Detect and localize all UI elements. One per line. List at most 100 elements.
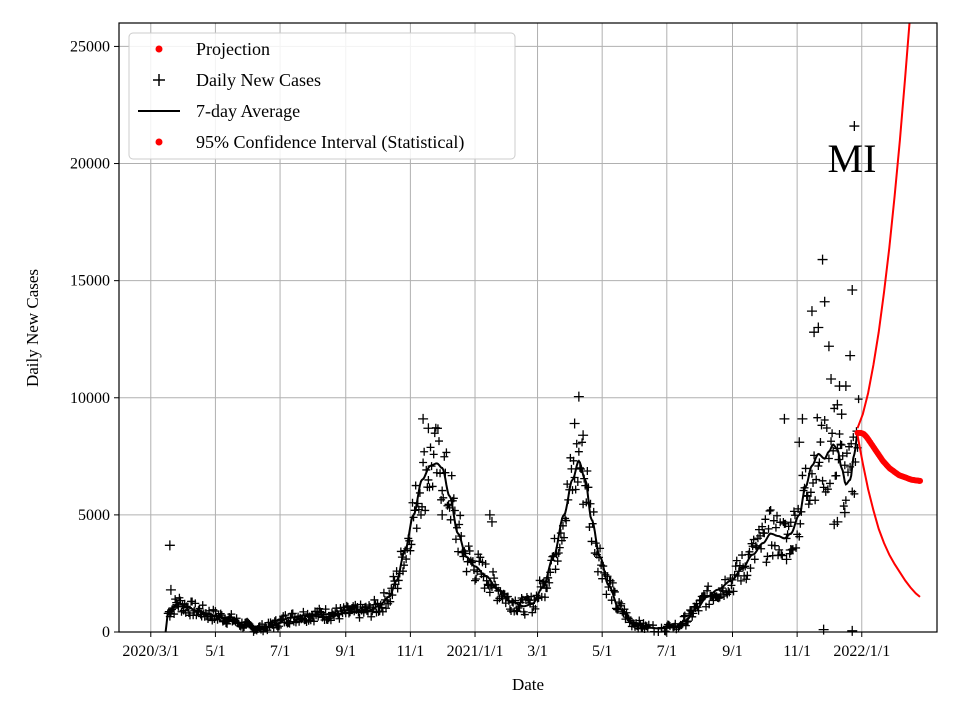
- daily-case-marker: [489, 567, 498, 576]
- daily-case-marker: [771, 523, 780, 532]
- x-tick-label: 2022/1/1: [833, 643, 890, 660]
- daily-case-marker: [484, 509, 495, 520]
- daily-case-marker: [839, 502, 848, 511]
- x-tick-label: 2020/3/1: [122, 643, 179, 660]
- daily-case-marker: [837, 441, 846, 450]
- daily-case-marker: [531, 604, 540, 613]
- y-tick-label: 15000: [70, 273, 110, 290]
- daily-case-marker: [423, 423, 434, 434]
- legend-marker-plus: [153, 74, 165, 86]
- x-tick-label: 9/1: [722, 643, 742, 660]
- daily-case-marker: [571, 485, 580, 494]
- daily-case-marker: [750, 555, 759, 564]
- daily-case-marker: [775, 545, 784, 554]
- daily-case-marker: [434, 437, 443, 446]
- daily-case-marker: [439, 493, 448, 502]
- x-tick-label: 5/1: [592, 643, 612, 660]
- daily-case-marker: [389, 572, 398, 581]
- daily-case-marker: [751, 541, 760, 550]
- daily-case-marker: [815, 458, 824, 467]
- daily-case-marker: [806, 306, 817, 317]
- daily-case-marker: [729, 587, 738, 596]
- daily-case-marker: [847, 625, 858, 636]
- daily-case-marker: [430, 429, 439, 438]
- daily-case-marker: [569, 418, 580, 429]
- daily-case-marker: [813, 413, 822, 422]
- daily-case-marker: [442, 448, 451, 457]
- daily-case-marker: [321, 605, 330, 614]
- daily-case-marker: [845, 350, 856, 361]
- x-tick-label: 2021/1/1: [447, 643, 504, 660]
- daily-case-marker: [784, 522, 793, 531]
- daily-case-marker: [569, 456, 578, 465]
- daily-case-marker: [482, 576, 491, 585]
- daily-case-marker: [817, 254, 828, 265]
- daily-case-marker: [408, 498, 417, 507]
- daily-case-marker: [779, 413, 790, 424]
- daily-case-marker: [556, 529, 565, 538]
- daily-case-marker: [608, 578, 617, 587]
- daily-case-marker: [801, 464, 810, 473]
- daily-case-marker: [795, 532, 804, 541]
- daily-case-marker: [789, 507, 798, 516]
- daily-case-marker: [836, 409, 847, 420]
- daily-case-marker: [818, 476, 827, 485]
- daily-case-marker: [429, 450, 438, 459]
- daily-case-marker: [578, 430, 589, 441]
- daily-case-marker: [681, 621, 690, 630]
- legend-label: Projection: [196, 39, 270, 59]
- daily-case-marker: [421, 506, 430, 515]
- x-tick-label: 7/1: [657, 643, 677, 660]
- x-tick-label: 5/1: [205, 643, 225, 660]
- daily-case-marker: [841, 496, 850, 505]
- x-tick-label: 11/1: [396, 643, 424, 660]
- x-tick-label: 3/1: [527, 643, 547, 660]
- daily-case-marker: [517, 594, 526, 603]
- daily-case-marker: [446, 515, 455, 524]
- daily-case-marker: [586, 499, 595, 508]
- daily-case-marker: [745, 547, 754, 556]
- plot-frame: [118, 22, 938, 633]
- daily-case-marker: [438, 486, 447, 495]
- y-tick-label: 25000: [70, 38, 110, 55]
- daily-case-marker: [798, 471, 807, 480]
- daily-case-marker: [472, 574, 481, 583]
- daily-case-marker: [407, 540, 416, 549]
- daily-case-marker: [191, 599, 200, 608]
- x-axis: 2020/3/1 5/1 7/1 9/1 11/1 2021/1/1 3/1 5/1 7/1 9/…: [122, 632, 890, 660]
- daily-case-marker: [725, 588, 734, 597]
- daily-case-marker: [379, 588, 388, 597]
- daily-case-marker: [471, 576, 480, 585]
- daily-case-marker: [174, 602, 183, 611]
- daily-case-marker: [746, 564, 755, 573]
- daily-case-marker: [819, 483, 828, 492]
- daily-case-marker: [416, 510, 425, 519]
- daily-case-marker: [584, 483, 593, 492]
- daily-case-marker: [832, 399, 843, 410]
- daily-case-marker: [617, 599, 626, 608]
- daily-case-marker: [777, 550, 786, 559]
- daily-case-marker: [822, 423, 831, 432]
- daily-case-marker: [736, 576, 745, 585]
- x-tick-label: 9/1: [336, 643, 356, 660]
- daily-case-marker: [572, 439, 581, 448]
- legend-marker-dot: [155, 138, 163, 146]
- daily-case-marker: [574, 447, 583, 456]
- x-tick-label: 7/1: [270, 643, 290, 660]
- daily-case-marker: [781, 554, 792, 565]
- daily-case-marker: [418, 413, 429, 424]
- legend-marker-dot: [155, 45, 163, 53]
- daily-case-marker: [721, 575, 730, 584]
- daily-case-marker: [812, 475, 821, 484]
- daily-case-marker: [785, 545, 796, 556]
- daily-case-marker: [589, 507, 598, 516]
- daily-case-marker: [809, 327, 820, 338]
- daily-case-marker: [299, 607, 308, 616]
- daily-case-marker: [749, 535, 758, 544]
- daily-case-marker: [486, 516, 497, 527]
- daily-case-marker: [854, 395, 863, 404]
- y-tick-label: 10000: [70, 390, 110, 407]
- daily-case-marker: [386, 597, 395, 606]
- daily-case-marker: [505, 605, 514, 614]
- daily-case-marker: [462, 567, 471, 576]
